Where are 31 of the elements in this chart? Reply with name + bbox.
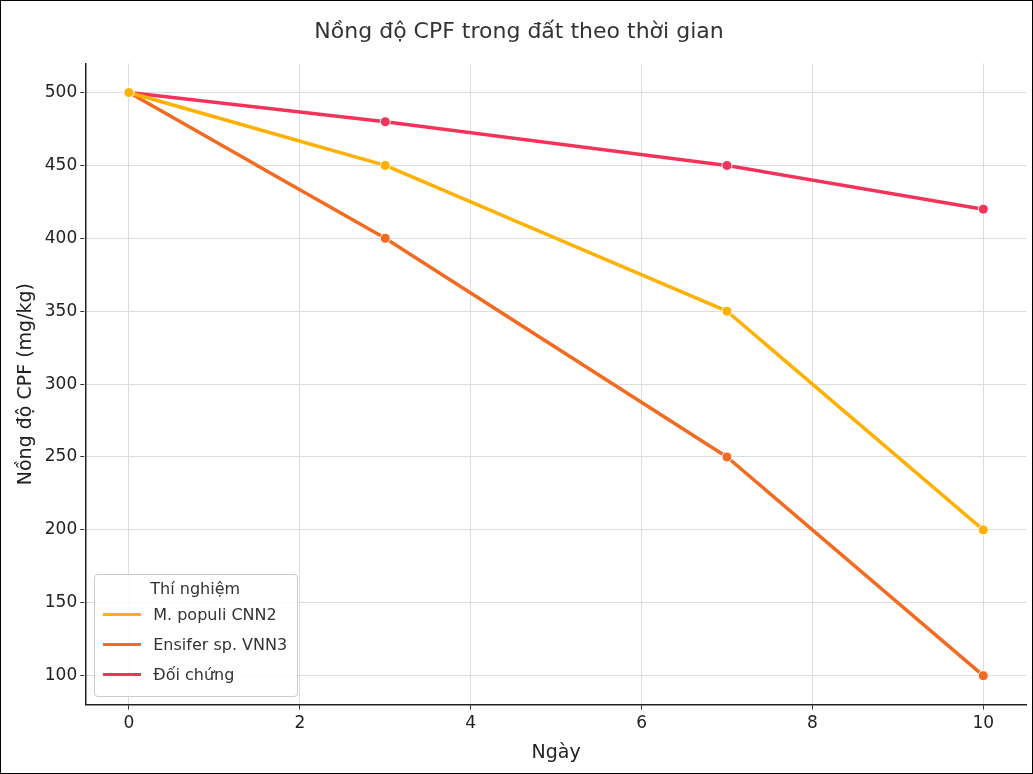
point <box>379 232 391 244</box>
point <box>379 116 391 128</box>
y-tick-label: 300 <box>44 372 78 393</box>
y-tick-label: 250 <box>44 445 78 466</box>
y-tick-label: 350 <box>44 299 78 320</box>
x-axis-title: Ngày <box>531 739 581 762</box>
point <box>977 524 989 536</box>
point <box>977 203 989 215</box>
legend-label: M. populi CNN2 <box>153 605 277 625</box>
y-tick-label: 200 <box>44 518 78 539</box>
point <box>721 159 733 171</box>
y-tick-label: 400 <box>44 226 78 247</box>
x-tick-label: 6 <box>636 712 647 733</box>
y-tick-label: 500 <box>44 80 78 101</box>
legend-title: Thí nghiệm <box>149 578 242 598</box>
x-tick-label: 4 <box>465 712 477 733</box>
x-tick-label: 8 <box>807 712 818 733</box>
y-tick-label: 100 <box>44 664 78 685</box>
point <box>977 670 989 682</box>
legend-label: Ensifer sp. VNN3 <box>153 635 288 655</box>
point <box>721 451 733 463</box>
point <box>379 159 391 171</box>
y-axis-title: Nồng độ CPF (mg/kg) <box>13 282 36 486</box>
point <box>721 305 733 317</box>
y-tick-label: 450 <box>44 153 78 174</box>
x-tick-label: 2 <box>294 712 306 733</box>
x-tick-label: 10 <box>972 712 995 733</box>
y-tick-label: 150 <box>44 591 78 612</box>
legend-label: Đối chứng <box>153 665 235 685</box>
x-tick-label: 0 <box>123 712 135 733</box>
chart-title: Nồng độ CPF trong đất theo thời gian <box>314 17 724 43</box>
